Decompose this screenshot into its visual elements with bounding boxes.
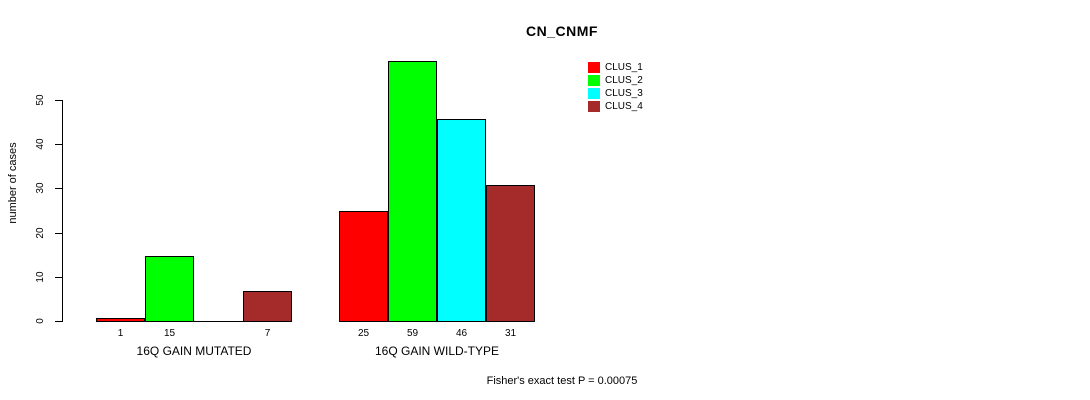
group-label-16q-gain-mutated: 16Q GAIN MUTATED (136, 344, 252, 358)
legend-label-clus_1: CLUS_1 (605, 62, 643, 73)
fisher-test-annotation: Fisher's exact test P = 0.00075 (486, 375, 638, 387)
y-tick-label-50: 50 (35, 94, 46, 106)
value-label-clus_2-group1: 15 (163, 328, 176, 339)
legend: CLUS_1 CLUS_2 CLUS_3 CLUS_4 (588, 62, 643, 114)
y-axis-label: number of cases (7, 142, 19, 224)
y-tick-50 (55, 100, 62, 101)
y-tick-label-40: 40 (35, 138, 46, 150)
value-label-clus_1-group2: 25 (357, 328, 370, 339)
y-tick-40 (55, 144, 62, 145)
bar-clus_4-group1 (243, 291, 292, 322)
legend-label-clus_3: CLUS_3 (605, 88, 643, 99)
bar-clus_3-group2 (437, 119, 486, 322)
y-tick-20 (55, 233, 62, 234)
group-label-16q-gain-wild-type: 16Q GAIN WILD-TYPE (374, 344, 500, 358)
bar-clus_2-group2 (388, 61, 437, 322)
y-tick-30 (55, 188, 62, 189)
bar-clus_3-group1 (194, 321, 243, 322)
y-tick-label-0: 0 (35, 318, 46, 324)
bar-clus_4-group2 (486, 185, 535, 322)
bar-clus_1-group1 (96, 318, 145, 322)
y-tick-10 (55, 277, 62, 278)
bar-clus_1-group2 (339, 211, 388, 322)
value-label-clus_3-group2: 46 (455, 328, 468, 339)
legend-swatch-clus_4 (588, 101, 600, 112)
legend-label-clus_4: CLUS_4 (605, 101, 643, 112)
bar-clus_2-group1 (145, 256, 194, 322)
legend-label-clus_2: CLUS_2 (605, 75, 643, 86)
y-tick-label-20: 20 (35, 227, 46, 239)
legend-item-clus_1: CLUS_1 (588, 62, 643, 73)
value-label-clus_2-group2: 59 (406, 328, 419, 339)
legend-item-clus_2: CLUS_2 (588, 75, 643, 86)
value-label-clus_4-group1: 7 (264, 328, 271, 339)
y-tick-0 (55, 321, 62, 322)
legend-item-clus_4: CLUS_4 (588, 101, 643, 112)
y-tick-label-10: 10 (35, 271, 46, 283)
y-axis-line (62, 100, 63, 322)
legend-swatch-clus_1 (588, 62, 600, 73)
chart-title: CN_CNMF (526, 23, 598, 39)
y-tick-label-30: 30 (35, 182, 46, 194)
value-label-clus_1-group1: 1 (117, 328, 124, 339)
legend-swatch-clus_2 (588, 75, 600, 86)
value-label-clus_4-group2: 31 (504, 328, 517, 339)
legend-item-clus_3: CLUS_3 (588, 88, 643, 99)
legend-swatch-clus_3 (588, 88, 600, 99)
